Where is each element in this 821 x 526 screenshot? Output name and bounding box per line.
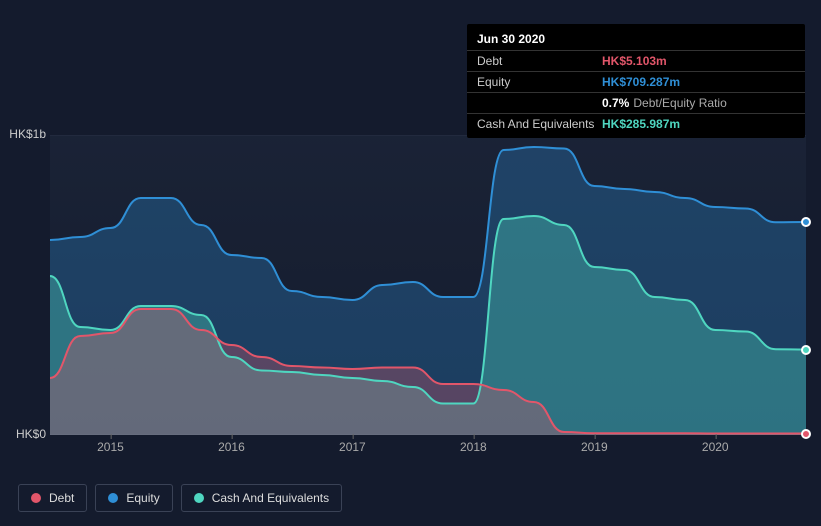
chart-tooltip: Jun 30 2020 DebtHK$5.103mEquityHK$709.28…: [467, 24, 805, 138]
tooltip-label: Cash And Equivalents: [477, 117, 602, 131]
tooltip-row: Cash And EquivalentsHK$285.987m: [467, 113, 805, 134]
legend-label: Equity: [126, 491, 159, 505]
legend-swatch: [108, 493, 118, 503]
tooltip-date: Jun 30 2020: [467, 28, 805, 50]
tooltip-label: Equity: [477, 75, 602, 89]
legend-label: Cash And Equivalents: [212, 491, 329, 505]
tooltip-row: DebtHK$5.103m: [467, 50, 805, 71]
debt-equity-chart: HK$0HK$1b 201520162017201820192020: [18, 120, 808, 475]
tooltip-value: HK$709.287m: [602, 75, 680, 89]
tooltip-value: HK$285.987m: [602, 117, 680, 131]
legend-item[interactable]: Cash And Equivalents: [181, 484, 342, 512]
y-axis-label: HK$1b: [9, 127, 46, 141]
chart-plot-area[interactable]: [50, 135, 806, 435]
x-axis-label: 2015: [97, 440, 124, 454]
x-axis-label: 2019: [581, 440, 608, 454]
x-axis-label: 2018: [460, 440, 487, 454]
legend-label: Debt: [49, 491, 74, 505]
y-axis-label: HK$0: [16, 427, 46, 441]
tooltip-value: 0.7%Debt/Equity Ratio: [602, 96, 727, 110]
tooltip-label: Debt: [477, 54, 602, 68]
series-end-marker: [801, 345, 811, 355]
x-axis: 2015 2016 2017 2018 2019 2020: [50, 440, 806, 460]
tooltip-row: EquityHK$709.287m: [467, 71, 805, 92]
x-axis-label: 2016: [218, 440, 245, 454]
tooltip-value: HK$5.103m: [602, 54, 667, 68]
legend-swatch: [194, 493, 204, 503]
x-axis-label: 2017: [339, 440, 366, 454]
legend-item[interactable]: Equity: [95, 484, 172, 512]
legend-swatch: [31, 493, 41, 503]
chart-legend: Debt Equity Cash And Equivalents: [18, 484, 342, 512]
tooltip-label: [477, 96, 602, 110]
series-end-marker: [801, 217, 811, 227]
legend-item[interactable]: Debt: [18, 484, 87, 512]
tooltip-row: 0.7%Debt/Equity Ratio: [467, 92, 805, 113]
x-axis-label: 2020: [702, 440, 729, 454]
series-end-marker: [801, 429, 811, 439]
tooltip-note: Debt/Equity Ratio: [633, 96, 726, 110]
